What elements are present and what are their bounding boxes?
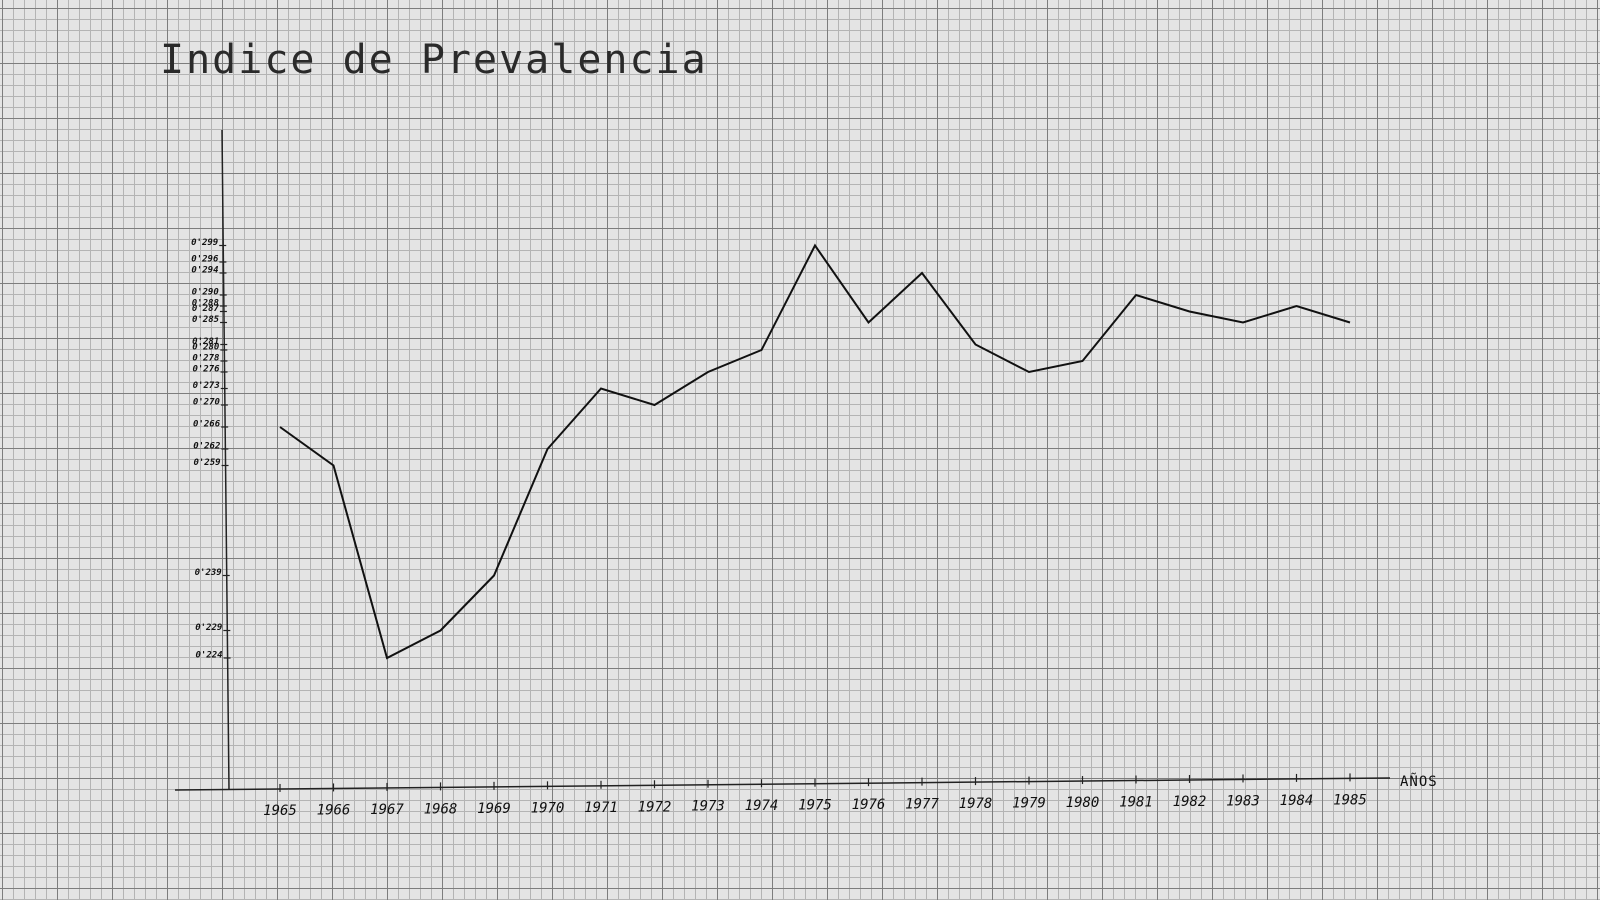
y-tick-label: 0'270: [193, 398, 221, 408]
x-tick-label: 1976: [852, 797, 886, 813]
y-tick-label: 0'278: [192, 354, 219, 364]
x-tick-label: 1974: [745, 798, 779, 814]
y-tick-label: 0'287: [192, 304, 220, 314]
x-tick-label: 1977: [905, 797, 939, 813]
x-tick-label: 1967: [370, 802, 404, 818]
x-tick-label: 1980: [1066, 795, 1100, 811]
y-tick-label: 0'262: [193, 442, 220, 452]
y-tick-label: 0'229: [195, 623, 222, 633]
y-tick-label: 0'296: [191, 255, 219, 265]
y-axis: [221, 129, 230, 791]
y-tick-label: 0'281: [192, 337, 219, 347]
x-tick-label: 1973: [691, 799, 725, 815]
y-tick-label: 0'276: [192, 365, 220, 375]
chart-title: Indice de Prevalencia: [160, 37, 708, 83]
x-tick-label: 1966: [317, 802, 351, 818]
y-tick-label: 0'266: [193, 420, 221, 430]
x-tick-label: 1971: [584, 800, 618, 816]
y-tick-label: 0'290: [192, 288, 220, 298]
y-tick-label: 0'285: [192, 315, 220, 325]
x-tick-label: 1975: [798, 798, 832, 814]
y-tick-label: 0'224: [196, 651, 223, 661]
y-tick-label: 0'280: [192, 343, 220, 353]
x-tick-label: 1968: [424, 801, 458, 817]
y-tick-label: 0'288: [192, 299, 219, 309]
y-tick-label: 0'299: [191, 238, 218, 248]
y-tick-label: 0'239: [195, 568, 222, 578]
y-tick-label: 0'259: [193, 458, 220, 468]
y-tick-label: 0'294: [191, 266, 218, 276]
x-axis-label: AÑOS: [1400, 773, 1438, 790]
x-axis: [174, 777, 1391, 791]
x-tick-label: 1965: [263, 803, 297, 819]
x-tick-label: 1969: [477, 801, 511, 817]
x-tick-label: 1972: [638, 799, 672, 815]
y-tick-label: 0'273: [193, 381, 220, 391]
x-tick-label: 1982: [1173, 794, 1207, 810]
x-tick-label: 1970: [531, 800, 565, 816]
x-tick-label: 1985: [1333, 792, 1367, 808]
x-tick-label: 1981: [1119, 795, 1153, 811]
x-tick-label: 1983: [1226, 793, 1260, 809]
data-line: [279, 243, 1351, 660]
x-tick-label: 1979: [1012, 796, 1046, 812]
x-tick-label: 1978: [959, 796, 993, 812]
x-tick-label: 1984: [1280, 793, 1314, 809]
